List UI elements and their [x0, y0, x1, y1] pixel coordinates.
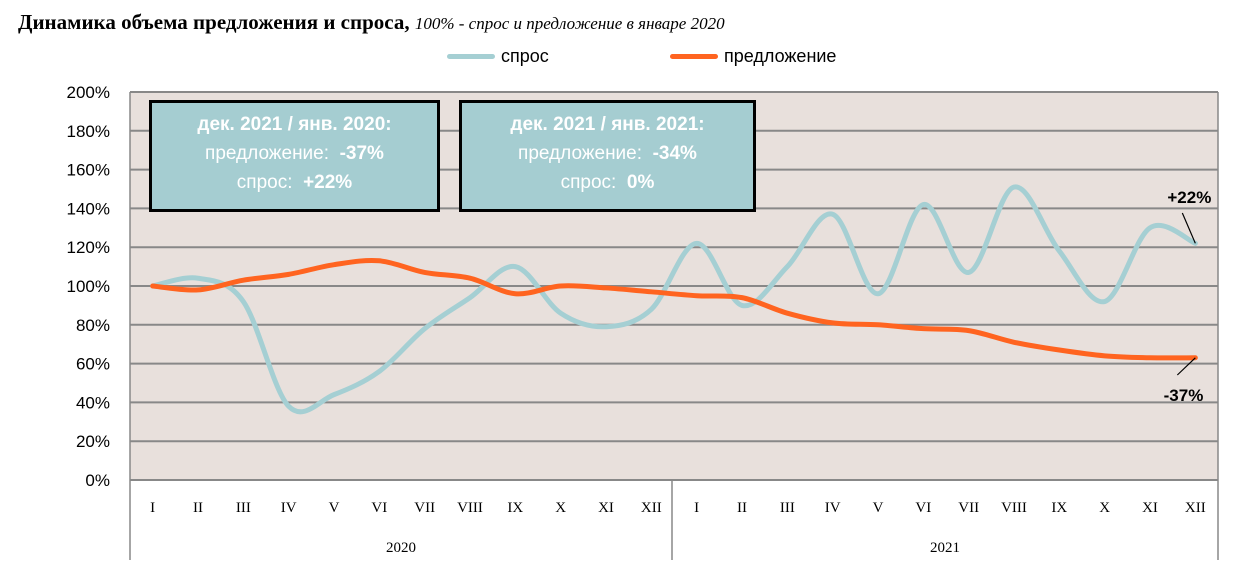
legend-label: предложение: [724, 46, 837, 66]
x-tick-label: IX: [1051, 500, 1067, 516]
x-tick-label: III: [780, 500, 795, 516]
box-heading: дек. 2021 / янв. 2021:: [510, 114, 705, 135]
summary-box-2021: дек. 2021 / янв. 2021: предложение: -34%…: [459, 100, 756, 212]
x-tick-label: II: [193, 500, 203, 516]
chart-title: Динамика объема предложения и спроса, 10…: [18, 10, 725, 35]
x-tick-label: X: [555, 500, 566, 516]
box-label: спрос:: [560, 172, 617, 193]
annotation-leader: [1181, 212, 1196, 244]
legend-demand: спрос: [447, 46, 549, 67]
year-label: 2021: [930, 540, 960, 556]
legend-swatch-demand: [447, 54, 495, 59]
legend-label: спрос: [501, 46, 549, 66]
x-tick-label: XI: [598, 500, 614, 516]
x-tick-label: V: [329, 500, 340, 516]
x-tick-label: I: [694, 500, 699, 516]
summary-box-2020: дек. 2021 / янв. 2020: предложение: -37%…: [149, 100, 440, 212]
y-tick-label: 160%: [67, 161, 110, 180]
x-tick-label: II: [737, 500, 747, 516]
box-label: предложение:: [518, 143, 643, 164]
annotation-supply: -37%: [1164, 386, 1204, 405]
y-tick-label: 20%: [76, 432, 110, 451]
title-subtitle: 100% - спрос и предложение в январе 2020: [414, 14, 725, 33]
x-tick-label: III: [236, 500, 251, 516]
supply-line: [150, 257, 1198, 361]
y-tick-label: 0%: [85, 471, 110, 490]
annotation-demand: +22%: [1167, 188, 1211, 207]
legend-swatch-supply: [670, 54, 718, 59]
box-label: спрос:: [236, 172, 293, 193]
x-tick-label: IV: [825, 500, 841, 516]
title-main: Динамика объема предложения и спроса,: [18, 10, 410, 34]
annotation-leader: [1176, 357, 1196, 376]
y-tick-label: 100%: [67, 277, 110, 296]
box-value: -37%: [339, 143, 384, 164]
y-tick-label: 120%: [67, 238, 110, 257]
x-tick-label: I: [150, 500, 155, 516]
y-tick-label: 40%: [76, 393, 110, 412]
x-tick-label: VIII: [457, 500, 483, 516]
x-tick-label: V: [873, 500, 884, 516]
legend-supply: предложение: [670, 46, 836, 67]
box-value: -34%: [652, 143, 697, 164]
x-tick-label: X: [1099, 500, 1110, 516]
x-tick-label: XII: [641, 500, 662, 516]
x-tick-label: VII: [414, 500, 435, 516]
x-tick-label: IV: [281, 500, 297, 516]
y-tick-label: 180%: [67, 122, 110, 141]
x-tick-label: IX: [507, 500, 523, 516]
box-value: 0%: [626, 172, 655, 193]
x-tick-label: XII: [1185, 500, 1206, 516]
x-tick-label: VI: [371, 500, 387, 516]
x-tick-label: XI: [1142, 500, 1158, 516]
y-tick-label: 80%: [76, 316, 110, 335]
x-tick-label: VII: [958, 500, 979, 516]
y-tick-label: 200%: [67, 83, 110, 102]
x-tick-label: VI: [915, 500, 931, 516]
box-value: +22%: [303, 172, 353, 193]
y-tick-label: 140%: [67, 199, 110, 218]
x-tick-label: VIII: [1001, 500, 1027, 516]
y-tick-label: 60%: [76, 355, 110, 374]
box-heading: дек. 2021 / янв. 2020:: [197, 114, 392, 135]
year-label: 2020: [386, 540, 416, 556]
box-label: предложение:: [205, 143, 330, 164]
